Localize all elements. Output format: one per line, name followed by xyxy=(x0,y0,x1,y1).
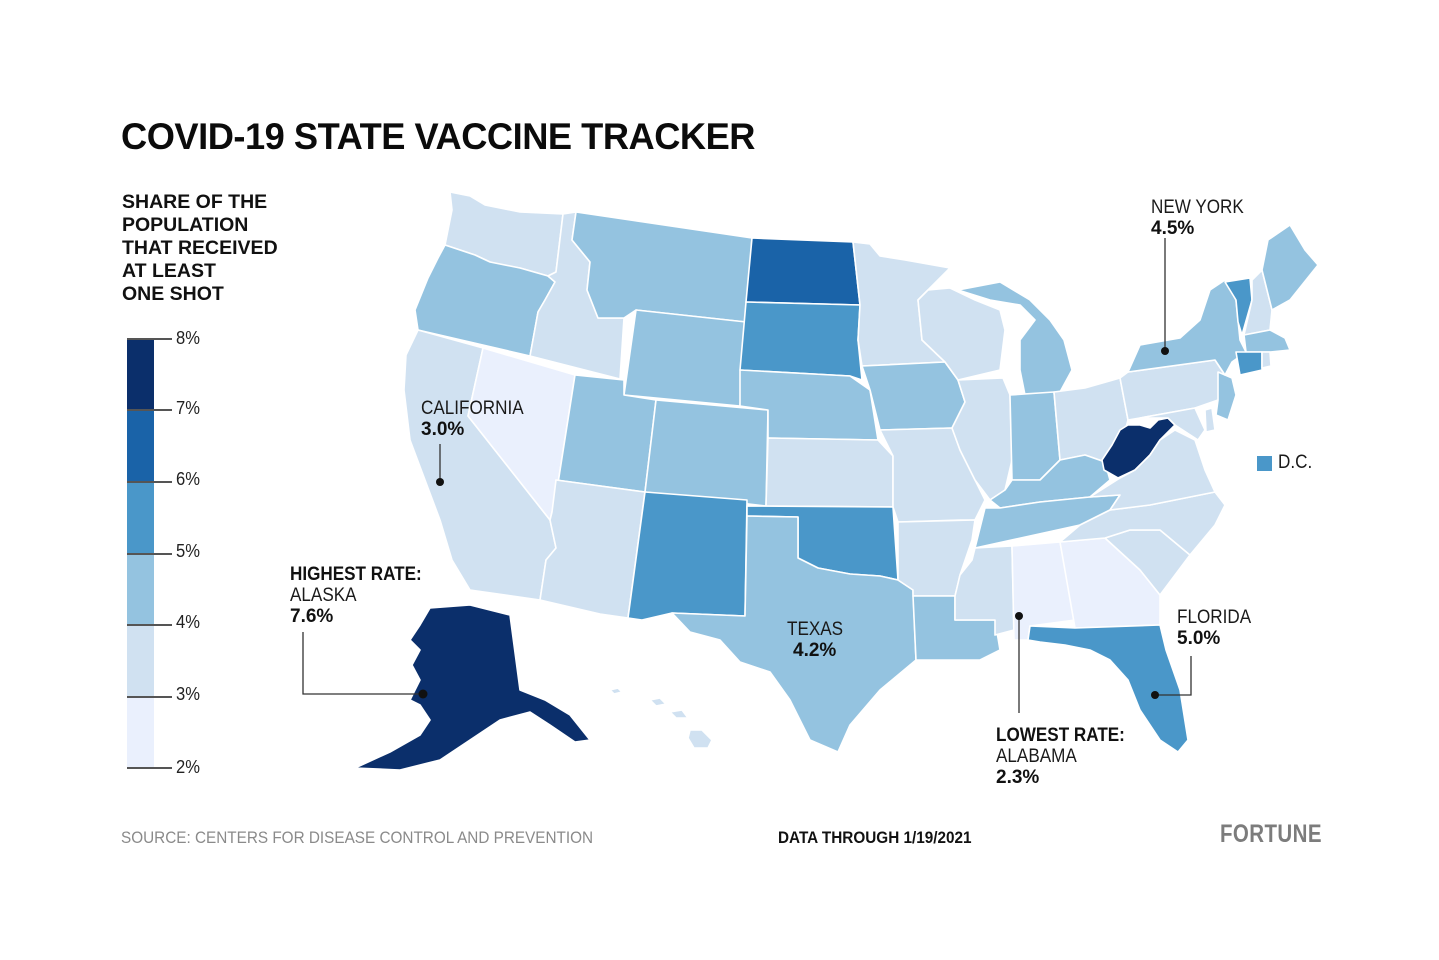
legend-title-line: SHARE OF THE xyxy=(122,191,268,213)
state-rhode-island[interactable] xyxy=(1261,351,1272,369)
legend-tick-label: 7% xyxy=(176,398,200,418)
state-wyoming[interactable] xyxy=(623,309,747,407)
legend-bin-7-8 xyxy=(127,338,154,409)
legend-title-line: AT LEAST xyxy=(122,260,216,282)
dc-key: D.C. xyxy=(1257,452,1316,474)
state-maine[interactable] xyxy=(1261,224,1319,311)
legend-tick-label: 6% xyxy=(176,469,200,489)
state-maryland[interactable] xyxy=(1139,407,1206,441)
state-iowa[interactable] xyxy=(861,361,966,431)
marker-florida xyxy=(1151,691,1159,699)
leader-line-florida xyxy=(1155,656,1192,696)
marker-alabama xyxy=(1015,612,1023,620)
legend-tick-label: 3% xyxy=(176,684,200,704)
marker-alaska xyxy=(418,689,428,699)
state-texas[interactable] xyxy=(671,515,917,753)
annotation-new-york: NEW YORK 4.5% xyxy=(1151,197,1254,239)
annotation-value: 2.3% xyxy=(996,767,1040,788)
state-alaska[interactable] xyxy=(354,604,591,771)
marker-california xyxy=(436,478,444,486)
state-kansas[interactable] xyxy=(765,437,894,508)
annotation-state-name: FLORIDA xyxy=(1177,607,1252,628)
state-montana[interactable] xyxy=(571,211,753,323)
footer-source: SOURCE: CENTERS FOR DISEASE CONTROL AND … xyxy=(121,828,594,847)
marker-new-york xyxy=(1161,347,1169,355)
leader-line-alaska xyxy=(302,632,423,695)
annotation-value: 4.2% xyxy=(793,640,837,661)
annotation-state-name: NEW YORK xyxy=(1151,197,1244,218)
annotation-state-name: CALIFORNIA xyxy=(421,398,524,419)
state-colorado[interactable] xyxy=(644,399,769,507)
brand-logo: FORTUNE xyxy=(1220,820,1322,848)
legend-tick xyxy=(127,338,172,340)
legend-bin-6-7 xyxy=(127,409,154,481)
legend-color-scale xyxy=(127,338,154,767)
state-new-jersey[interactable] xyxy=(1215,371,1237,421)
dc-swatch xyxy=(1257,455,1272,471)
legend-tick xyxy=(127,409,172,411)
legend-tick xyxy=(127,481,172,483)
state-north-dakota[interactable] xyxy=(745,237,861,306)
annotation-state-name: ALABAMA xyxy=(996,746,1077,767)
state-florida[interactable] xyxy=(1027,624,1189,753)
legend-bin-4-5 xyxy=(127,553,154,624)
legend-tick xyxy=(127,624,172,626)
annotation-alaska-highest: HIGHEST RATE: ALASKA 7.6% xyxy=(290,564,436,627)
annotation-california: CALIFORNIA 3.0% xyxy=(421,398,535,440)
legend-tick-label: 8% xyxy=(176,328,200,348)
state-south-dakota[interactable] xyxy=(739,301,863,381)
dc-label: D.C. xyxy=(1278,452,1313,473)
state-new-mexico[interactable] xyxy=(627,491,748,621)
annotation-heading: LOWEST RATE: xyxy=(996,725,1125,746)
legend-tick xyxy=(127,696,172,698)
legend-bin-5-6 xyxy=(127,481,154,553)
annotation-state-name: ALASKA xyxy=(290,585,357,606)
state-massachusetts[interactable] xyxy=(1243,329,1291,353)
annotation-alabama-lowest: LOWEST RATE: ALABAMA 2.3% xyxy=(996,725,1139,788)
footer-data-date: DATA THROUGH 1/19/2021 xyxy=(778,828,972,847)
state-wisconsin[interactable] xyxy=(917,287,1006,381)
state-new-york[interactable] xyxy=(1127,279,1247,376)
annotation-value: 3.0% xyxy=(421,419,465,440)
state-delaware[interactable] xyxy=(1204,407,1216,433)
state-hawaii[interactable] xyxy=(609,687,713,749)
annotation-texas: TEXAS 4.2% xyxy=(787,619,849,661)
annotation-heading: HIGHEST RATE: xyxy=(290,564,422,585)
legend-bin-3-4 xyxy=(127,624,154,696)
annotation-florida: FLORIDA 5.0% xyxy=(1177,607,1259,649)
legend-tick xyxy=(127,767,172,769)
state-connecticut[interactable] xyxy=(1235,351,1263,376)
legend-title-line: POPULATION xyxy=(122,214,249,236)
state-virginia[interactable] xyxy=(1089,429,1216,511)
state-arizona[interactable] xyxy=(539,479,646,619)
legend-tick-label: 2% xyxy=(176,757,200,777)
annotation-state-name: TEXAS xyxy=(787,619,844,640)
legend-title-line: ONE SHOT xyxy=(122,283,224,305)
legend-title: SHARE OF THE POPULATION THAT RECEIVED AT… xyxy=(122,191,322,306)
legend-bin-2-3 xyxy=(127,696,154,767)
annotation-value: 5.0% xyxy=(1177,628,1221,649)
legend-tick-label: 5% xyxy=(176,541,200,561)
annotation-value: 4.5% xyxy=(1151,218,1195,239)
annotation-value: 7.6% xyxy=(290,606,334,627)
legend-title-line: THAT RECEIVED xyxy=(122,237,278,259)
state-vermont[interactable] xyxy=(1224,277,1253,336)
legend-tick-label: 4% xyxy=(176,612,200,632)
legend-tick xyxy=(127,553,172,555)
chart-title: COVID-19 STATE VACCINE TRACKER xyxy=(121,116,755,157)
